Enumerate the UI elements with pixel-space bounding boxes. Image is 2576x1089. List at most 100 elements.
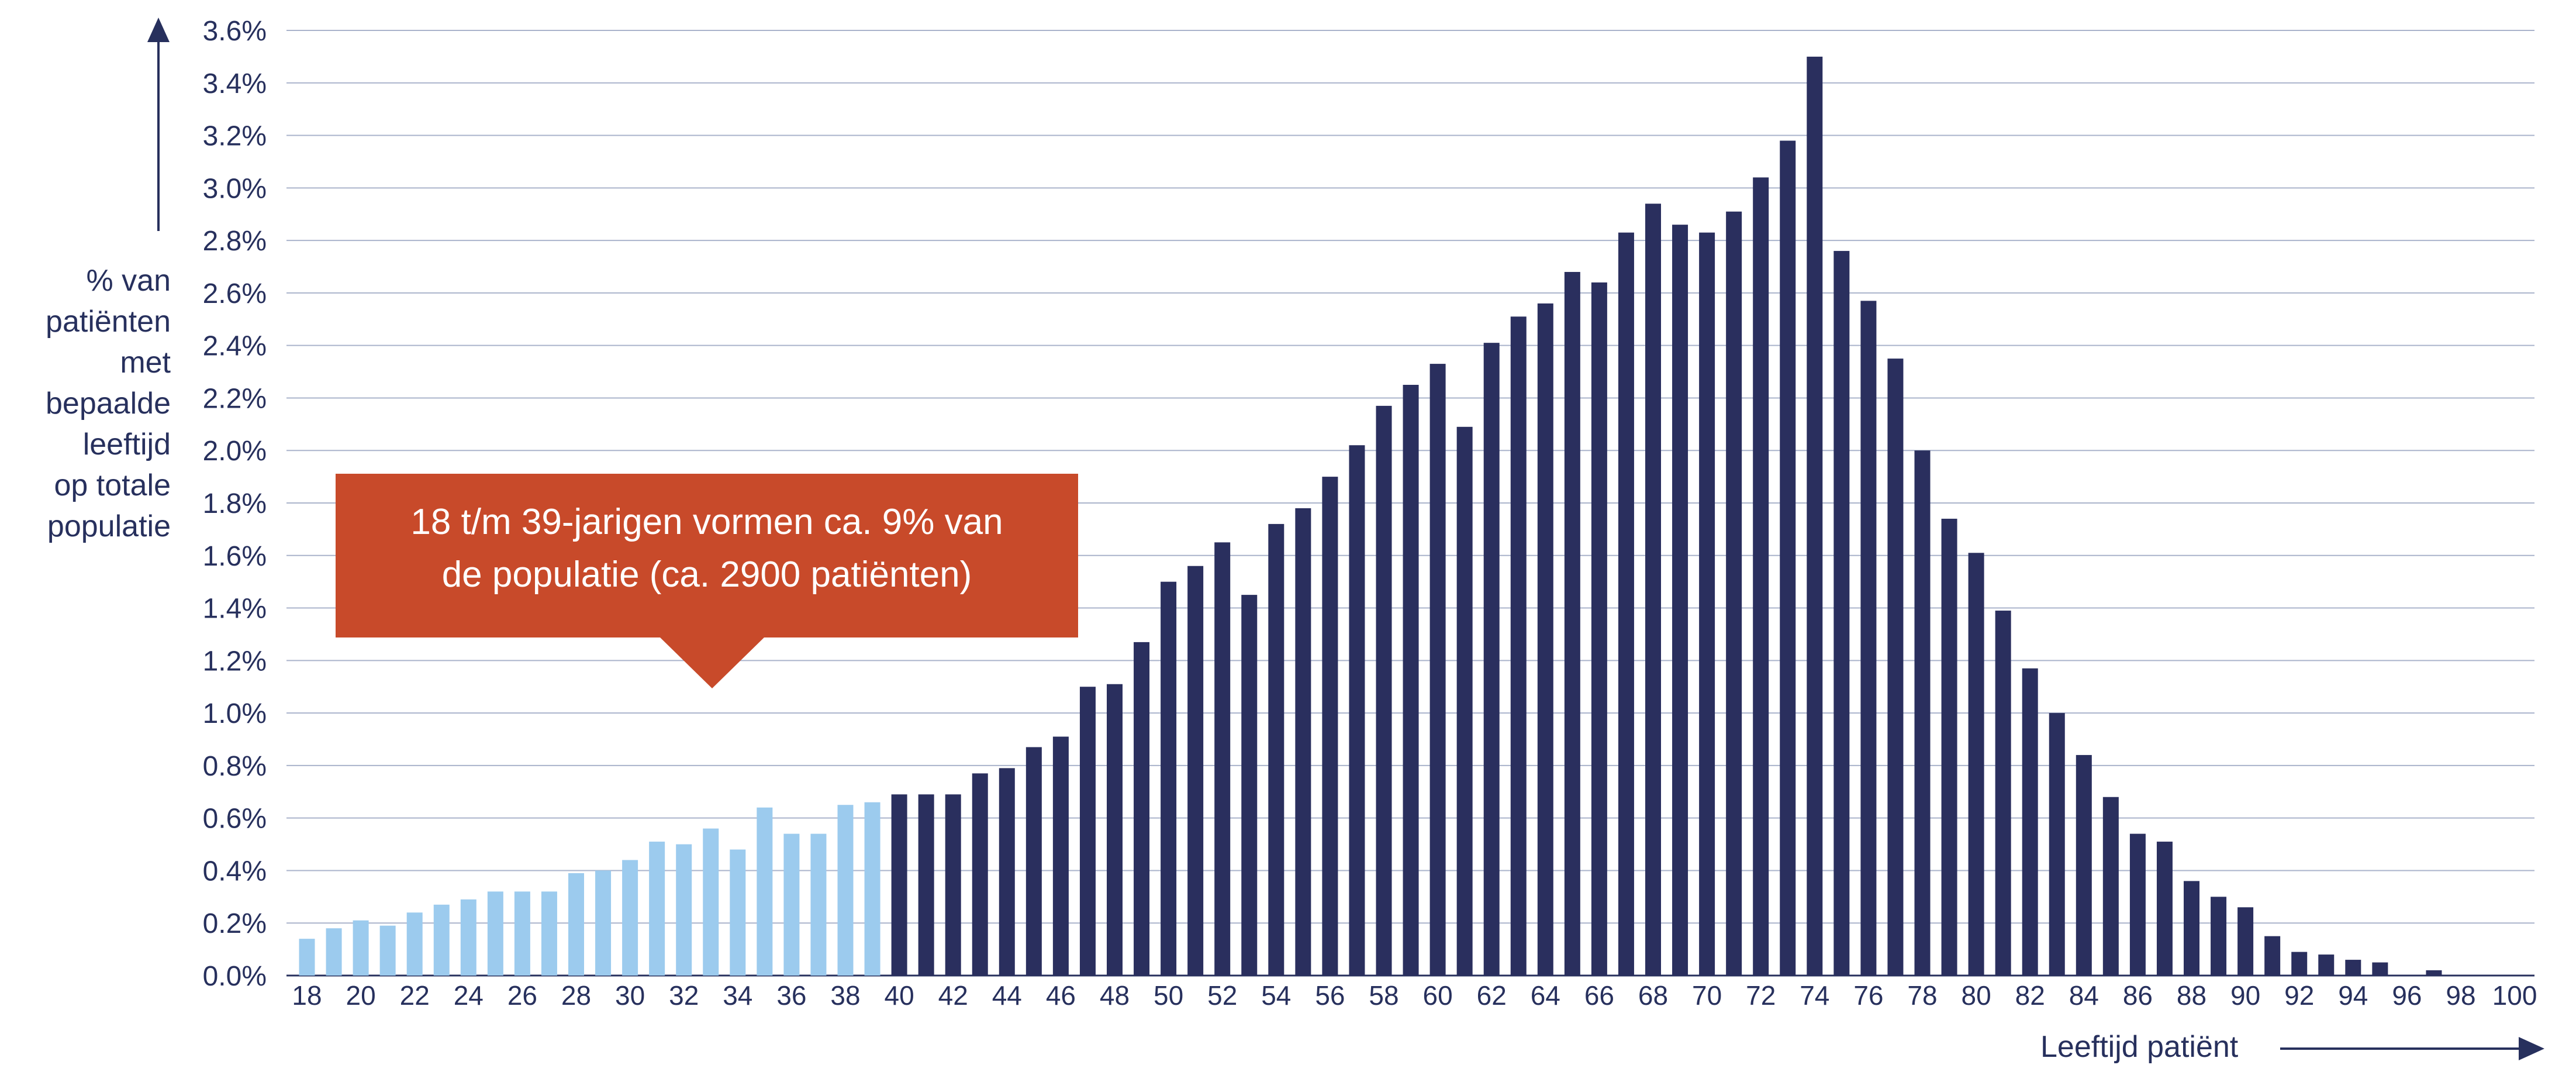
bar-age-32 xyxy=(676,844,692,976)
bar-age-82 xyxy=(2022,668,2038,976)
x-tick-label: 18 xyxy=(292,980,322,1011)
y-axis-label: % van patiënten met bepaalde leeftijd op… xyxy=(0,260,171,547)
bar-age-88 xyxy=(2184,881,2199,976)
bar-age-61 xyxy=(1456,426,1473,976)
bar-age-40 xyxy=(891,794,907,976)
y-tick-label: 1.2% xyxy=(203,646,267,677)
x-tick-label: 44 xyxy=(992,980,1022,1011)
y-axis-label-line: populatie xyxy=(47,509,171,543)
bar-age-85 xyxy=(2102,797,2119,976)
x-tick-label: 86 xyxy=(2123,980,2153,1011)
x-tick-label: 32 xyxy=(669,980,699,1011)
bar-age-63 xyxy=(1510,316,1527,976)
bar-age-68 xyxy=(1645,204,1661,976)
x-tick-label: 52 xyxy=(1207,980,1237,1011)
y-tick-label: 0.0% xyxy=(203,961,267,992)
bar-age-65 xyxy=(1564,271,1580,976)
y-axis-label-line: op totale xyxy=(54,468,171,502)
x-tick-label: 30 xyxy=(615,980,645,1011)
x-tick-label: 48 xyxy=(1100,980,1130,1011)
bar-age-44 xyxy=(999,768,1015,976)
bar-age-92 xyxy=(2291,952,2308,976)
x-tick-label: 82 xyxy=(2015,980,2045,1011)
y-tick-label: 2.0% xyxy=(203,436,267,467)
y-tick-label: 1.0% xyxy=(203,698,267,729)
x-tick-label: 74 xyxy=(1800,980,1829,1011)
bar-age-38 xyxy=(837,805,854,976)
x-tick-label: 64 xyxy=(1531,980,1560,1011)
bar-age-53 xyxy=(1241,595,1258,976)
bar-age-81 xyxy=(1995,611,2011,976)
bar-age-62 xyxy=(1483,343,1500,976)
bar-age-77 xyxy=(1887,359,1904,976)
y-tick-label: 1.6% xyxy=(203,541,267,572)
x-tick-label: 92 xyxy=(2284,980,2314,1011)
x-axis-arrow-head-icon xyxy=(2519,1037,2544,1060)
bar-age-87 xyxy=(2156,842,2173,976)
bar-age-33 xyxy=(703,828,719,976)
y-tick-label: 0.8% xyxy=(203,751,267,782)
x-tick-label: 96 xyxy=(2392,980,2422,1011)
x-tick-label: 80 xyxy=(1962,980,1991,1011)
x-tick-label: 56 xyxy=(1315,980,1345,1011)
bar-age-30 xyxy=(622,860,638,976)
bar-age-71 xyxy=(1726,211,1742,976)
y-axis-label-line: bepaalde xyxy=(46,387,171,421)
x-tick-label: 88 xyxy=(2177,980,2206,1011)
bar-age-47 xyxy=(1079,687,1096,976)
y-tick-label: 0.6% xyxy=(203,804,267,835)
bar-age-83 xyxy=(2049,713,2065,976)
bar-age-93 xyxy=(2318,954,2335,976)
x-tick-label: 60 xyxy=(1423,980,1453,1011)
bar-age-97 xyxy=(2426,970,2442,976)
x-tick-label: 90 xyxy=(2230,980,2260,1011)
x-tick-label: 46 xyxy=(1046,980,1076,1011)
x-tick-label: 58 xyxy=(1369,980,1399,1011)
bar-age-72 xyxy=(1753,177,1769,976)
x-tick-label: 98 xyxy=(2446,980,2475,1011)
x-tick-label: 42 xyxy=(938,980,968,1011)
bar-age-84 xyxy=(2076,754,2092,976)
bar-age-31 xyxy=(649,842,665,976)
x-tick-label: 26 xyxy=(507,980,537,1011)
x-tick-label: 72 xyxy=(1746,980,1776,1011)
bar-age-69 xyxy=(1672,225,1688,976)
x-tick-label: 40 xyxy=(885,980,914,1011)
bar-age-86 xyxy=(2129,833,2146,976)
x-tick-label: 70 xyxy=(1692,980,1722,1011)
bar-age-64 xyxy=(1537,303,1553,976)
x-tick-label: 36 xyxy=(776,980,806,1011)
bar-age-51 xyxy=(1187,566,1204,976)
bar-age-27 xyxy=(541,891,557,976)
bar-age-75 xyxy=(1833,251,1850,976)
bar-age-29 xyxy=(595,870,612,976)
bar-age-70 xyxy=(1699,232,1715,976)
bar-age-35 xyxy=(757,807,773,976)
x-axis-label: Leeftijd patiënt xyxy=(2040,1030,2239,1064)
callout-pointer xyxy=(659,637,765,688)
bar-age-58 xyxy=(1376,405,1392,976)
x-tick-label: 34 xyxy=(723,980,752,1011)
y-tick-label: 2.6% xyxy=(203,278,267,309)
bar-age-54 xyxy=(1268,523,1284,976)
bar-age-59 xyxy=(1403,385,1419,976)
x-tick-label: 76 xyxy=(1853,980,1883,1011)
y-tick-label: 0.4% xyxy=(203,856,267,887)
x-tick-label: 66 xyxy=(1584,980,1614,1011)
callout-text-line: 18 t/m 39-jarigen vormen ca. 9% van xyxy=(410,502,1003,542)
y-axis-label-line: met xyxy=(120,346,171,380)
y-axis-label-line: % van xyxy=(86,264,171,298)
bar-age-90 xyxy=(2237,907,2254,976)
bar-age-42 xyxy=(945,794,961,976)
bar-age-66 xyxy=(1591,282,1607,976)
x-tick-label: 38 xyxy=(830,980,860,1011)
x-tick-label: 54 xyxy=(1261,980,1291,1011)
y-tick-label: 3.6% xyxy=(203,16,267,47)
bar-age-46 xyxy=(1052,736,1069,976)
x-tick-label: 68 xyxy=(1638,980,1668,1011)
bar-age-28 xyxy=(568,873,584,976)
callout-text-line: de populatie (ca. 2900 patiënten) xyxy=(441,554,972,595)
bar-age-49 xyxy=(1134,642,1150,976)
bar-age-34 xyxy=(730,849,746,976)
bar-age-43 xyxy=(972,773,988,976)
